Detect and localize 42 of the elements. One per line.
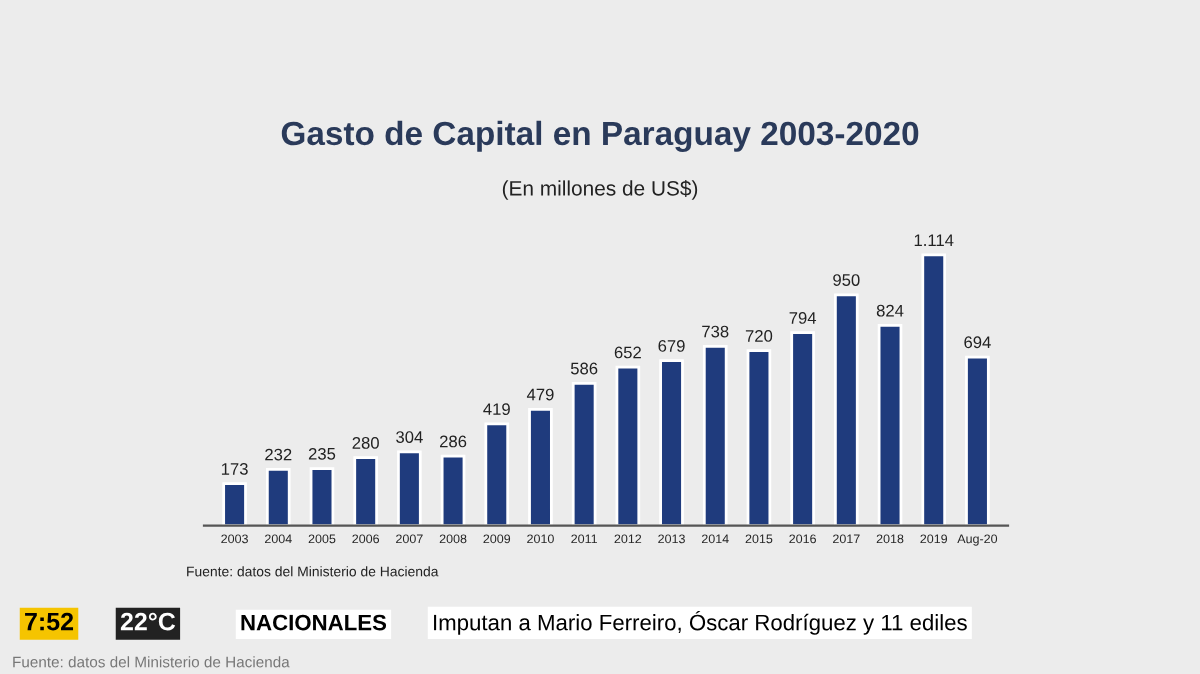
chart-title: Gasto de Capital en Paraguay 2003-2020	[281, 120, 919, 152]
data-label: 794	[789, 312, 817, 324]
data-label: 232	[265, 448, 292, 461]
data-label: 280	[352, 437, 379, 449]
data-label: 652	[614, 346, 641, 359]
data-label: 1.114	[914, 234, 954, 246]
data-label: 304	[396, 431, 423, 443]
bar	[353, 456, 378, 526]
data-label: 720	[745, 330, 773, 342]
data-label: 694	[964, 336, 991, 349]
bar	[746, 349, 772, 526]
text: 7:52	[25, 612, 74, 631]
bar	[265, 467, 291, 526]
text: 22°C	[120, 612, 176, 631]
bar	[571, 381, 597, 526]
text: Imputan a Mario Ferreiro, Óscar Rodríguez y 11 ediles	[434, 610, 967, 635]
bar	[702, 344, 728, 526]
bar	[877, 324, 903, 526]
chart-subtitle: (En millones de US$)	[502, 180, 698, 200]
bar	[659, 359, 684, 526]
data-label: 286	[440, 435, 467, 448]
bar	[834, 293, 859, 526]
data-label: 824	[876, 304, 904, 317]
data-label: 479	[526, 388, 554, 401]
data-label: 419	[483, 403, 510, 416]
data-label: 173	[221, 463, 248, 475]
data-label: 679	[658, 340, 685, 352]
data-label: 950	[833, 274, 860, 286]
bar	[397, 450, 422, 526]
bar	[440, 454, 466, 526]
data-label: 738	[702, 325, 729, 338]
bar	[921, 253, 947, 526]
data-label: 235	[308, 447, 336, 460]
bar	[528, 407, 553, 526]
bar	[965, 355, 990, 526]
data-label: 586	[570, 362, 598, 375]
bar	[790, 331, 815, 526]
bar	[615, 365, 641, 526]
bar	[484, 422, 510, 526]
bar	[222, 482, 247, 526]
bar	[309, 467, 335, 526]
text: NACIONALES	[241, 614, 387, 631]
